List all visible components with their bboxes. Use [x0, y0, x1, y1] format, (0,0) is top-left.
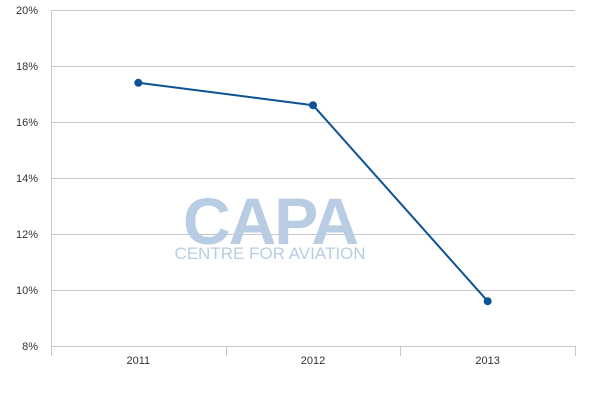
watermark-tagline-text: CENTRE FOR AVIATION: [174, 244, 365, 263]
y-tick-label: 8%: [22, 341, 38, 353]
capa-watermark-logo: CAPA CENTRE FOR AVIATION: [174, 184, 365, 263]
y-tick-label: 20%: [16, 5, 38, 17]
x-axis-tick-labels: 2011 2012 2013: [127, 355, 500, 367]
y-tick-label: 18%: [16, 61, 38, 73]
data-point[interactable]: [309, 101, 317, 110]
watermark-logo-text: CAPA: [183, 184, 357, 258]
data-point[interactable]: [134, 78, 143, 87]
data-point[interactable]: [483, 297, 492, 306]
y-tick-label: 10%: [16, 285, 38, 297]
x-tick-label: 2011: [127, 355, 151, 367]
x-tick-label: 2012: [301, 355, 325, 367]
y-axis-tick-labels: 8% 10% 12% 14% 16% 18% 20%: [16, 5, 38, 353]
gridlines: [51, 10, 576, 356]
y-tick-label: 16%: [16, 117, 38, 129]
x-tick-label: 2013: [475, 355, 499, 367]
series-group: [134, 78, 492, 306]
y-tick-label: 12%: [16, 229, 38, 241]
y-tick-label: 14%: [16, 173, 38, 185]
